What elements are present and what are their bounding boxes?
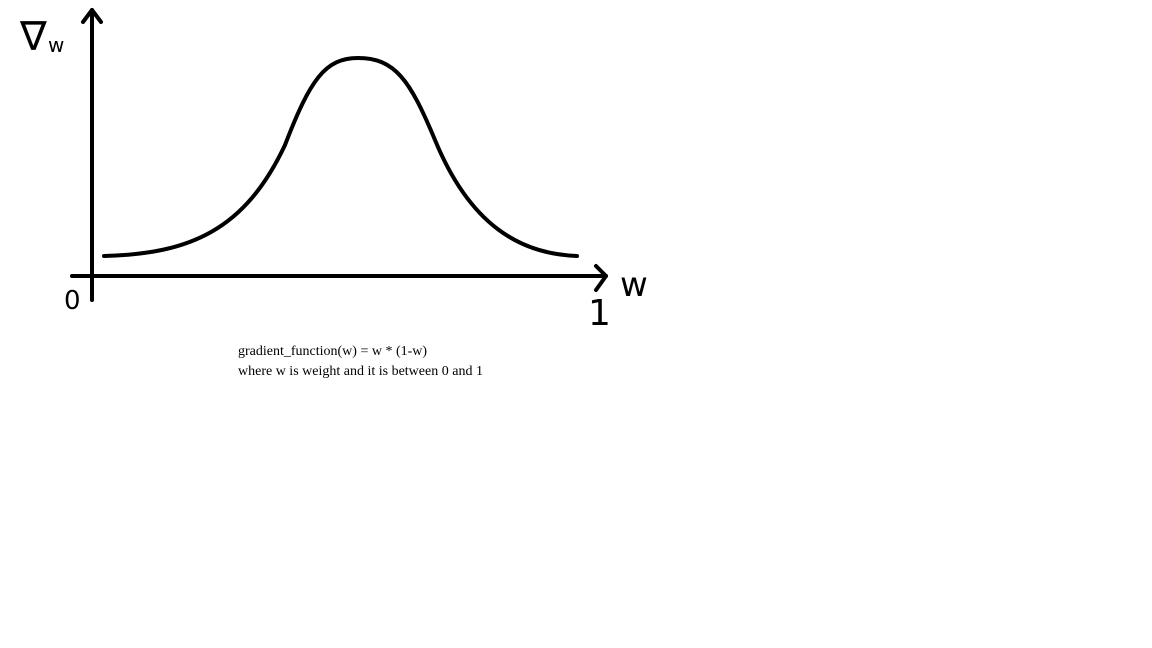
- gradient-curve: [102, 55, 579, 258]
- caption-formula: gradient_function(w) = w * (1-w): [238, 344, 428, 359]
- y-axis-label-subscript: w: [48, 33, 64, 57]
- y-axis-arrow-icon: [81, 8, 103, 24]
- x-axis-label: w: [620, 265, 648, 305]
- caption-description: where w is weight and it is between 0 an…: [238, 364, 483, 379]
- x-end-label: 1: [588, 293, 611, 334]
- caption: gradient_function(w) = w * (1-w) where w…: [238, 342, 483, 382]
- x-axis: [70, 264, 608, 292]
- y-axis: [81, 8, 103, 302]
- x-axis-arrow-icon: [594, 264, 608, 292]
- y-axis-label: ∇: [19, 14, 47, 60]
- origin-label: 0: [64, 286, 81, 316]
